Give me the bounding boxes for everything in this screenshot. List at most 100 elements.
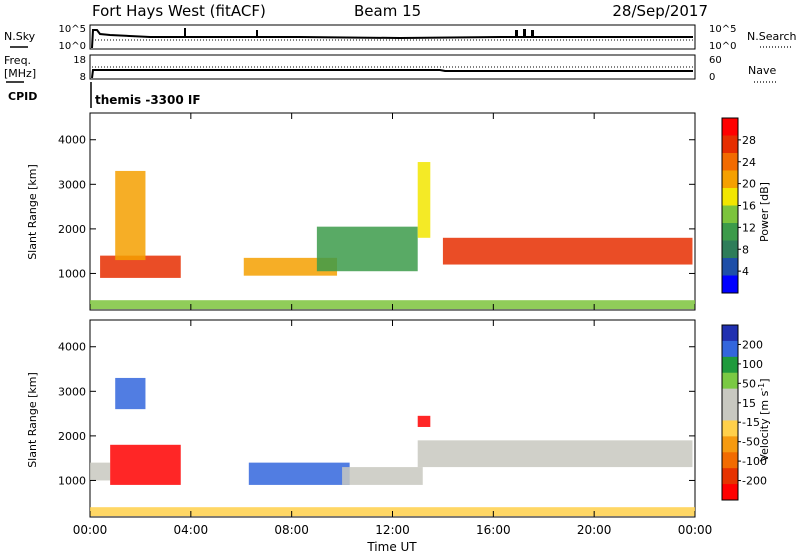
power-cbar-seg-8 bbox=[722, 258, 738, 276]
velocity-cbar-label-exponent: -1 bbox=[757, 383, 766, 391]
power-cbar-seg-0 bbox=[722, 118, 738, 136]
nave-label: Nave bbox=[748, 64, 776, 77]
velocity-cbar-frame bbox=[721, 324, 739, 501]
velocity-xtick-label-1: 04:00 bbox=[174, 523, 209, 537]
power-ylabel: Slant Range [km] bbox=[26, 164, 39, 260]
velocity-xtick-label-5: 20:00 bbox=[577, 523, 612, 537]
velocity-cbar-seg-3 bbox=[722, 372, 738, 390]
power-region-0 bbox=[100, 255, 181, 278]
power-region-1 bbox=[115, 170, 146, 261]
time-axis-label: Time UT bbox=[366, 540, 417, 554]
velocity-cbar-tick-2: 50 bbox=[742, 377, 756, 390]
velocity-cbar-label-text: Velocity [m s bbox=[758, 390, 771, 461]
velocity-region-6 bbox=[417, 440, 693, 468]
velocity-cbar-seg-2 bbox=[722, 356, 738, 374]
velocity-cbar-tick-1: 100 bbox=[742, 358, 763, 371]
velocity-cbar-label: Velocity [m s-1] bbox=[757, 378, 771, 461]
power-cbar-seg-6 bbox=[722, 223, 738, 241]
power-cbar-seg-1 bbox=[722, 135, 738, 154]
power-region-4 bbox=[417, 162, 431, 238]
velocity-ytick-label-1: 2000 bbox=[58, 430, 86, 443]
velocity-cbar-tick-6: -100 bbox=[742, 455, 767, 468]
velocity-ytick-label-0: 1000 bbox=[58, 474, 86, 487]
power-ytick-label-0: 1000 bbox=[58, 267, 86, 280]
velocity-cbar-seg-9 bbox=[722, 468, 738, 485]
velocity-cbar-tick-3: 15 bbox=[742, 397, 756, 410]
power-cbar-seg-2 bbox=[722, 153, 738, 171]
nsky-panel bbox=[89, 24, 696, 50]
nsky-spike-1 bbox=[184, 28, 186, 37]
velocity-region-5 bbox=[417, 415, 431, 427]
velocity-cbar-tick-5: -50 bbox=[742, 436, 760, 449]
velocity-cbar-seg-5 bbox=[722, 404, 738, 421]
power-x-axis bbox=[89, 113, 696, 310]
freq-tick-bottom: 8 bbox=[80, 72, 86, 83]
freq-label-2: [MHz] bbox=[4, 67, 36, 80]
velocity-cbar-tick-7: -200 bbox=[742, 475, 767, 488]
power-cbar-label: Power [dB] bbox=[758, 182, 771, 242]
power-cbar-tick-2: 20 bbox=[742, 178, 756, 191]
power-y-axis: 1000 2000 3000 4000 bbox=[58, 134, 695, 280]
nsky-spike-5 bbox=[531, 30, 534, 37]
velocity-cbar-tick-0: 200 bbox=[742, 338, 763, 351]
velocity-cbar-seg-1 bbox=[722, 340, 738, 358]
velocity-xtick-label-0: 00:00 bbox=[73, 523, 108, 537]
velocity-cbar-tick-4: -15 bbox=[742, 416, 760, 429]
velocity-region-1 bbox=[110, 444, 181, 485]
power-cbar-seg-5 bbox=[722, 205, 738, 224]
power-cbar-seg-9 bbox=[722, 275, 738, 294]
velocity-colorbar: 200 100 50 15 -15 -50 -100 -200 bbox=[721, 324, 767, 501]
power-ytick-label-1: 2000 bbox=[58, 223, 86, 236]
power-cbar-tick-4: 12 bbox=[742, 221, 756, 234]
freq-trace bbox=[91, 69, 693, 79]
power-region-2 bbox=[243, 257, 338, 276]
velocity-x-axis: 00:00 04:00 08:00 12:00 16:00 20:00 00:00 bbox=[73, 320, 712, 537]
nsearch-tick-top: 10^5 bbox=[709, 24, 736, 35]
velocity-ytick-label-3: 4000 bbox=[58, 341, 86, 354]
velocity-region-2 bbox=[115, 377, 146, 410]
power-plot-frame bbox=[89, 112, 696, 311]
velocity-cbar-seg-8 bbox=[722, 452, 738, 469]
cpid-text: themis -3300 IF bbox=[95, 93, 201, 107]
freq-panel bbox=[89, 54, 696, 80]
power-region-3 bbox=[316, 226, 418, 272]
freq-tick-top: 18 bbox=[73, 55, 86, 66]
nsearch-label: N.Search bbox=[747, 30, 797, 43]
nave-tick-bottom: 0 bbox=[709, 72, 715, 83]
velocity-ytick-label-2: 3000 bbox=[58, 385, 86, 398]
velocity-plot-frame bbox=[89, 319, 696, 518]
power-cbar-tick-0: 28 bbox=[742, 134, 756, 147]
nsky-spike-3 bbox=[515, 30, 518, 37]
power-cbar-seg-3 bbox=[722, 170, 738, 189]
power-cbar-seg-7 bbox=[722, 240, 738, 259]
velocity-region-0 bbox=[90, 462, 111, 481]
velocity-region-3 bbox=[248, 462, 350, 485]
velocity-cbar-seg-0 bbox=[722, 325, 738, 342]
nsky-trace bbox=[91, 29, 693, 49]
power-panel: 1000 2000 3000 4000 Slant Range [km] 28 24 20… bbox=[26, 112, 771, 311]
velocity-cbar-seg-6 bbox=[722, 420, 738, 437]
power-cbar-tick-3: 16 bbox=[742, 200, 756, 213]
velocity-y-axis: 1000 2000 3000 4000 bbox=[58, 341, 695, 487]
nsky-spike-2 bbox=[256, 30, 258, 37]
nave-tick-top: 60 bbox=[709, 55, 722, 66]
nsky-tick-bottom: 10^0 bbox=[59, 41, 86, 52]
power-cbar-tick-5: 8 bbox=[742, 243, 749, 256]
velocity-cbar-seg-7 bbox=[722, 436, 738, 453]
velocity-cbar-seg-4 bbox=[722, 388, 738, 406]
power-data-regions bbox=[90, 162, 695, 310]
velocity-region-4 bbox=[342, 467, 423, 485]
velocity-xtick-label-4: 16:00 bbox=[476, 523, 511, 537]
power-ytick-label-2: 3000 bbox=[58, 178, 86, 191]
power-cbar-tick-6: 4 bbox=[742, 265, 749, 278]
power-cbar-tick-1: 24 bbox=[742, 156, 756, 169]
velocity-ylabel: Slant Range [km] bbox=[26, 372, 39, 468]
nsearch-tick-bottom: 10^0 bbox=[709, 41, 736, 52]
velocity-cbar-label-tail: ] bbox=[758, 378, 771, 382]
power-colorbar: 28 24 20 16 12 8 4 bbox=[721, 117, 756, 294]
power-ytick-label-3: 4000 bbox=[58, 134, 86, 147]
date-label: 28/Sep/2017 bbox=[612, 2, 708, 20]
power-region-5 bbox=[442, 237, 693, 265]
station-title: Fort Hays West (fitACF) bbox=[92, 2, 266, 20]
